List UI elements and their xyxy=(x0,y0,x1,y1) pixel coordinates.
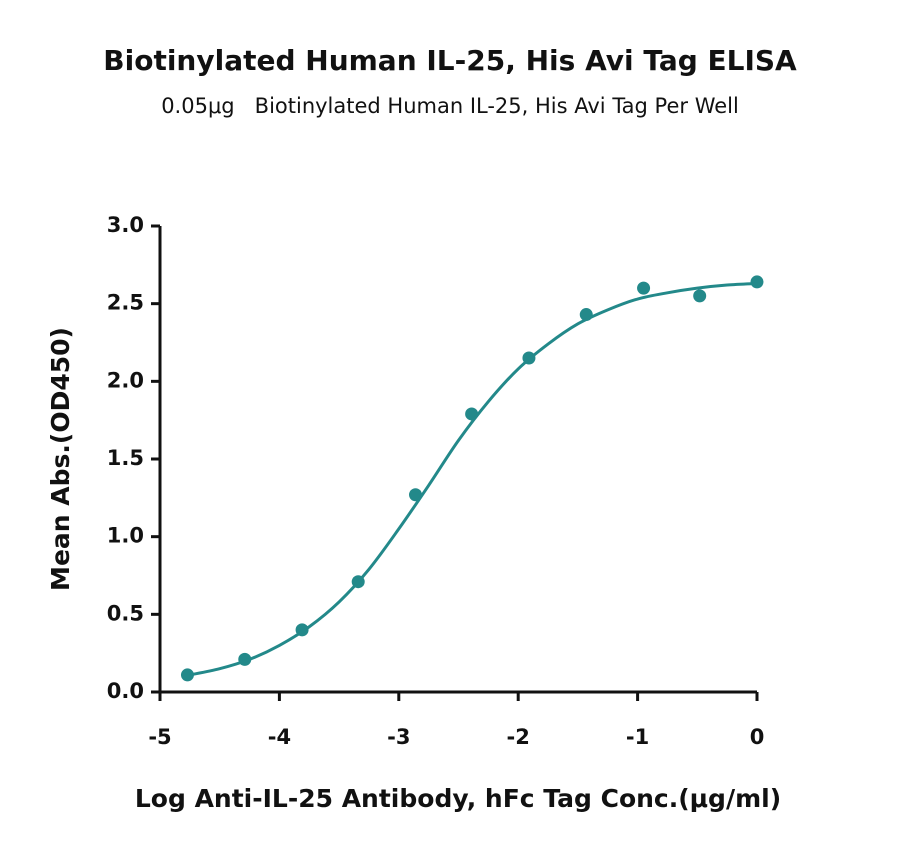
data-point xyxy=(180,668,194,682)
chart-title: Biotinylated Human IL-25, His Avi Tag EL… xyxy=(103,44,797,77)
data-point xyxy=(693,289,707,303)
x-axis-label: Log Anti-IL-25 Antibody, hFc Tag Conc.(μ… xyxy=(135,784,781,813)
y-tick-label: 1.0 xyxy=(107,524,144,548)
x-tick-label: -1 xyxy=(626,725,649,749)
data-point xyxy=(750,275,764,289)
x-tick-label: -2 xyxy=(507,725,530,749)
y-tick-label: 3.0 xyxy=(107,213,144,237)
y-tick-label: 0.5 xyxy=(107,601,144,625)
y-tick-label: 0.0 xyxy=(107,679,144,703)
y-axis-label: Mean Abs.(OD450) xyxy=(46,327,75,591)
x-tick-label: -5 xyxy=(148,725,171,749)
y-tick-label: 2.5 xyxy=(107,291,144,315)
x-tick-label: 0 xyxy=(750,725,765,749)
x-tick-label: -4 xyxy=(268,725,291,749)
fit-curve xyxy=(189,281,758,677)
y-tick-label: 1.5 xyxy=(107,446,144,470)
chart-subtitle: 0.05μg Biotinylated Human IL-25, His Avi… xyxy=(161,94,739,118)
data-point xyxy=(637,281,651,295)
x-tick-label: -3 xyxy=(387,725,410,749)
y-tick-label: 2.0 xyxy=(107,368,144,392)
